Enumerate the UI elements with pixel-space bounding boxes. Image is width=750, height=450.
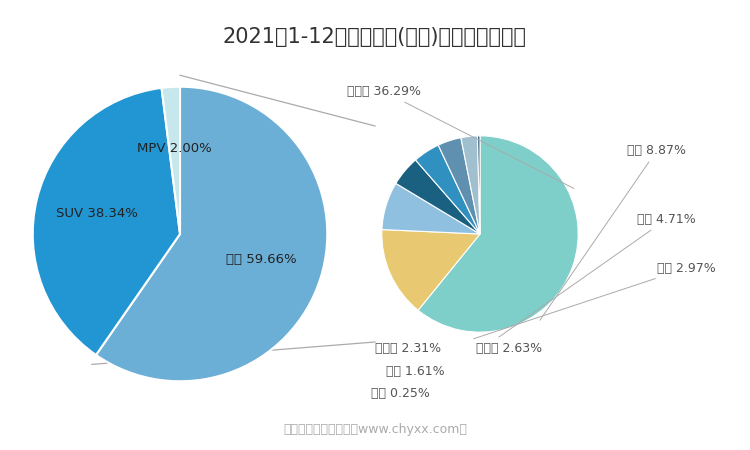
Wedge shape (33, 88, 180, 355)
Wedge shape (416, 145, 480, 234)
Text: SUV 38.34%: SUV 38.34% (56, 207, 138, 220)
Text: 菲斯塔 2.63%: 菲斯塔 2.63% (476, 342, 542, 355)
Wedge shape (419, 136, 578, 332)
Text: 瑞纳 2.97%: 瑞纳 2.97% (473, 262, 716, 339)
Text: 悦纳 4.71%: 悦纳 4.71% (499, 213, 696, 337)
Text: 领动 0.25%: 领动 0.25% (371, 387, 430, 400)
Text: 2021年1-12月北京现代(轿车)销量占比统计图: 2021年1-12月北京现代(轿车)销量占比统计图 (223, 27, 527, 47)
Text: 轿车 59.66%: 轿车 59.66% (226, 253, 297, 266)
Wedge shape (396, 160, 480, 234)
Text: MPV 2.00%: MPV 2.00% (137, 142, 212, 155)
Wedge shape (382, 230, 480, 310)
Text: 制图：智研咨询整理（www.chyxx.com）: 制图：智研咨询整理（www.chyxx.com） (283, 423, 467, 436)
Wedge shape (478, 136, 480, 234)
Text: 名图 1.61%: 名图 1.61% (386, 365, 445, 378)
Wedge shape (461, 136, 480, 234)
Wedge shape (382, 184, 480, 234)
Wedge shape (96, 87, 327, 381)
Wedge shape (438, 138, 480, 234)
Text: 伊兰特 36.29%: 伊兰特 36.29% (347, 85, 574, 189)
Text: 悦动 8.87%: 悦动 8.87% (540, 144, 686, 320)
Wedge shape (161, 87, 180, 234)
Text: 索纳塔 2.31%: 索纳塔 2.31% (375, 342, 441, 355)
